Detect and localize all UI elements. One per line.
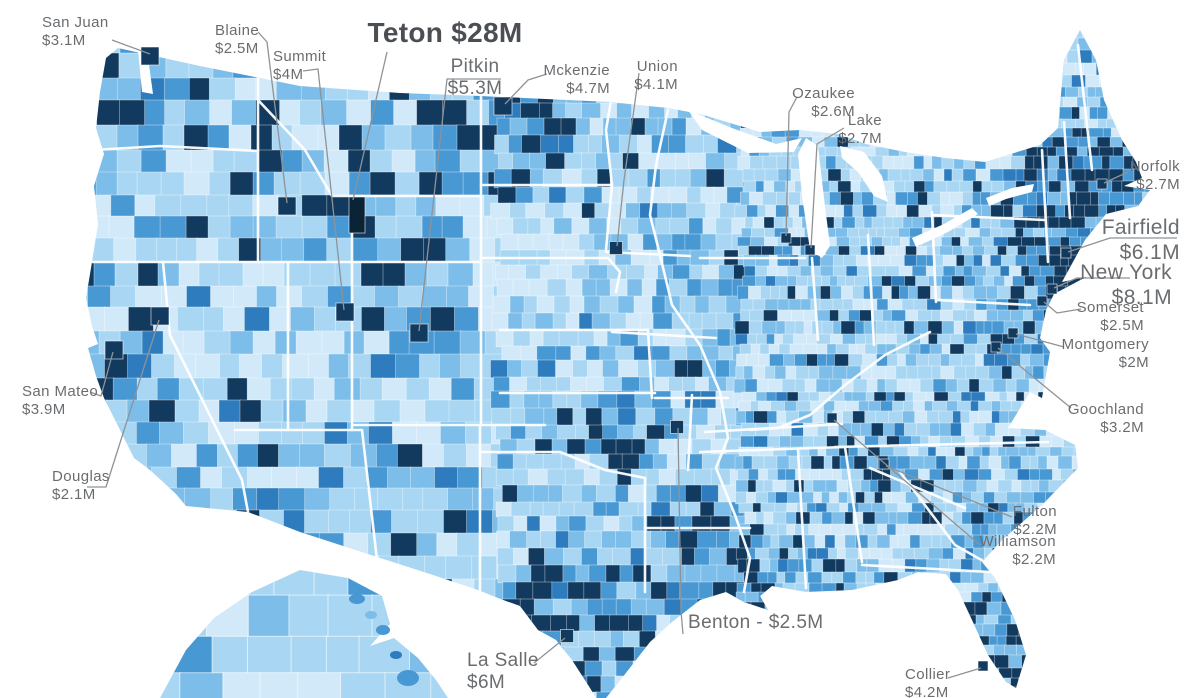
leader-line-la-salle [533, 637, 566, 664]
leader-line-san-juan [111, 39, 151, 55]
leader-line-somerset [1043, 301, 1082, 314]
leader-line-new-york [1053, 277, 1130, 289]
leader-line-benton [677, 427, 684, 635]
leader-line-williamson [833, 419, 981, 546]
leader-line-montgomery [1015, 333, 1065, 348]
leader-line-douglas [87, 319, 160, 488]
leader-line-teton [352, 51, 388, 201]
leader-line-mckenzie [504, 73, 548, 105]
leader-line-collier [947, 667, 982, 679]
leader-line-summit [302, 68, 345, 311]
leader-line-lake [810, 127, 845, 249]
leader-line-fulton [885, 465, 1013, 518]
leader-line-norfolk [1103, 171, 1129, 184]
leader-line-fairfield [1067, 237, 1177, 253]
hawaii-inset [349, 594, 419, 686]
leader-line-blaine [257, 31, 288, 204]
leader-line-union [616, 72, 640, 247]
leader-line-ozaukee [785, 96, 798, 237]
leader-line-goochland [997, 347, 1072, 409]
leader-line-san-mateo [89, 351, 114, 397]
leader-line-pitkin [418, 78, 501, 332]
